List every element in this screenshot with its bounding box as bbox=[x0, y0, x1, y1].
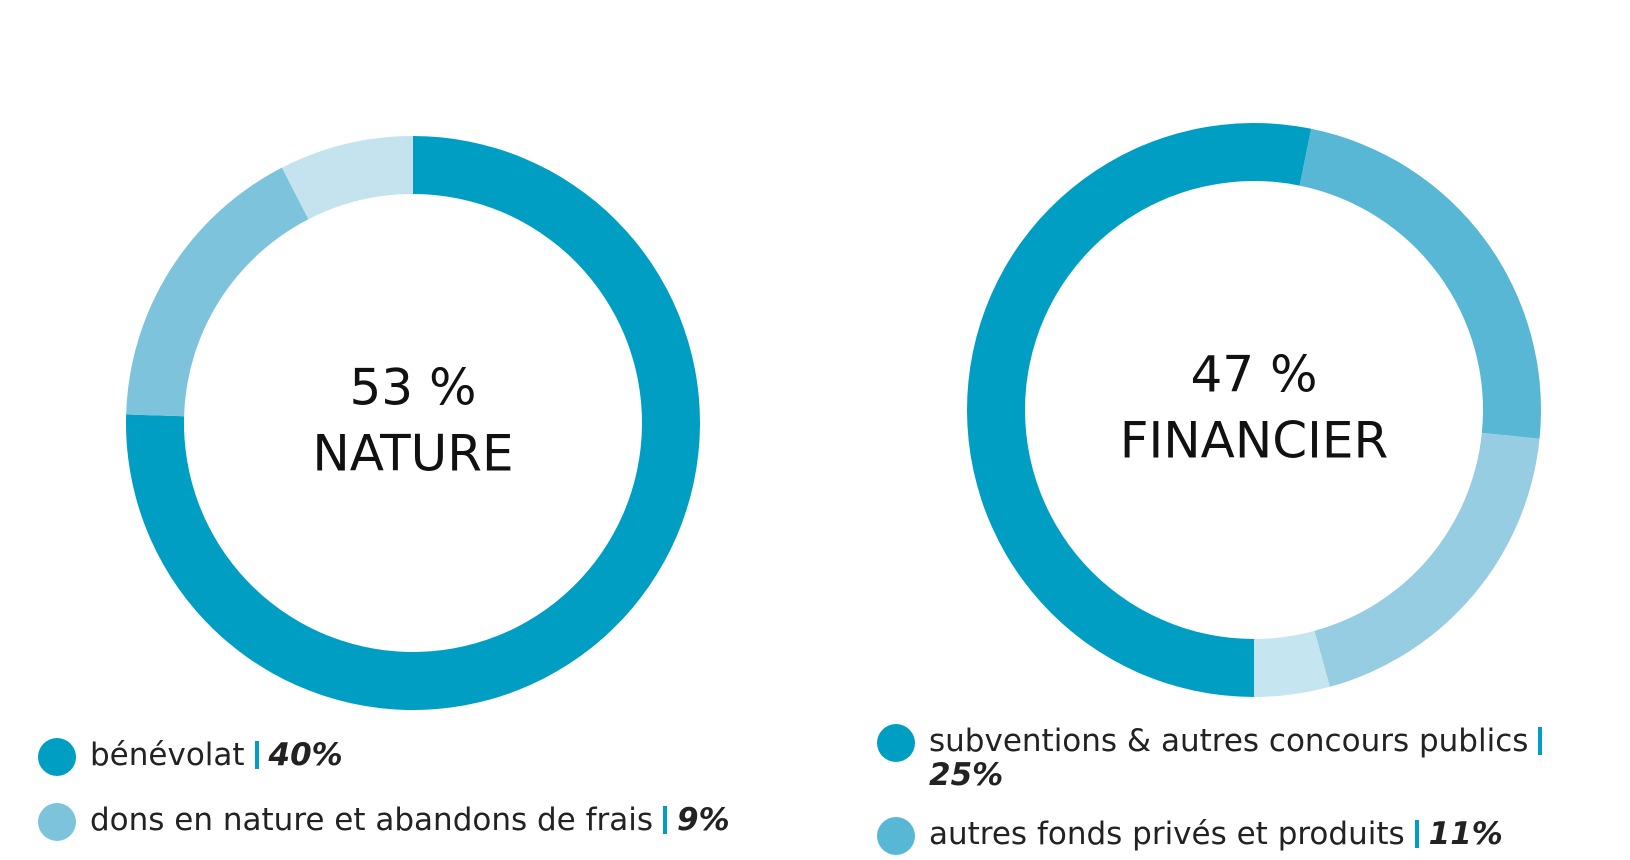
separator bbox=[663, 806, 668, 834]
legend-text: subventions & autres concours publics25% bbox=[929, 724, 1597, 792]
separator bbox=[254, 741, 259, 769]
donut-segment bbox=[1254, 630, 1330, 697]
center-value: 53 % bbox=[349, 359, 476, 417]
donut-segment bbox=[1299, 128, 1541, 439]
legend-value: 40% bbox=[268, 737, 343, 773]
legend-marker bbox=[877, 817, 915, 855]
separator bbox=[1538, 727, 1543, 755]
donut-segment bbox=[126, 167, 309, 417]
legend-value: 9% bbox=[677, 802, 730, 838]
legend-label: bénévolat bbox=[90, 737, 245, 773]
separator bbox=[1414, 820, 1419, 848]
legend-label: subventions & autres concours publics bbox=[929, 723, 1529, 759]
legend-text: autres fonds privés et produits 11% bbox=[929, 817, 1597, 851]
donut-segment bbox=[281, 136, 413, 220]
legend-value: 11% bbox=[1428, 816, 1503, 852]
legend-text: dons en nature et abandons de frais 9% bbox=[90, 803, 798, 837]
legend-marker bbox=[38, 738, 76, 776]
legend-marker bbox=[38, 803, 76, 841]
legend-label: autres fonds privés et produits bbox=[929, 816, 1405, 852]
center-title: FINANCIER bbox=[1120, 412, 1389, 470]
donut-segment bbox=[1314, 432, 1540, 687]
center-title: NATURE bbox=[312, 425, 513, 483]
legend-value: 25% bbox=[929, 757, 1004, 793]
legend-label: dons en nature et abandons de frais bbox=[90, 802, 654, 838]
legend-text: bénévolat 40% bbox=[90, 738, 798, 772]
donut-segment bbox=[967, 123, 1312, 697]
center-value: 47 % bbox=[1190, 346, 1317, 404]
legend-marker bbox=[877, 724, 915, 762]
